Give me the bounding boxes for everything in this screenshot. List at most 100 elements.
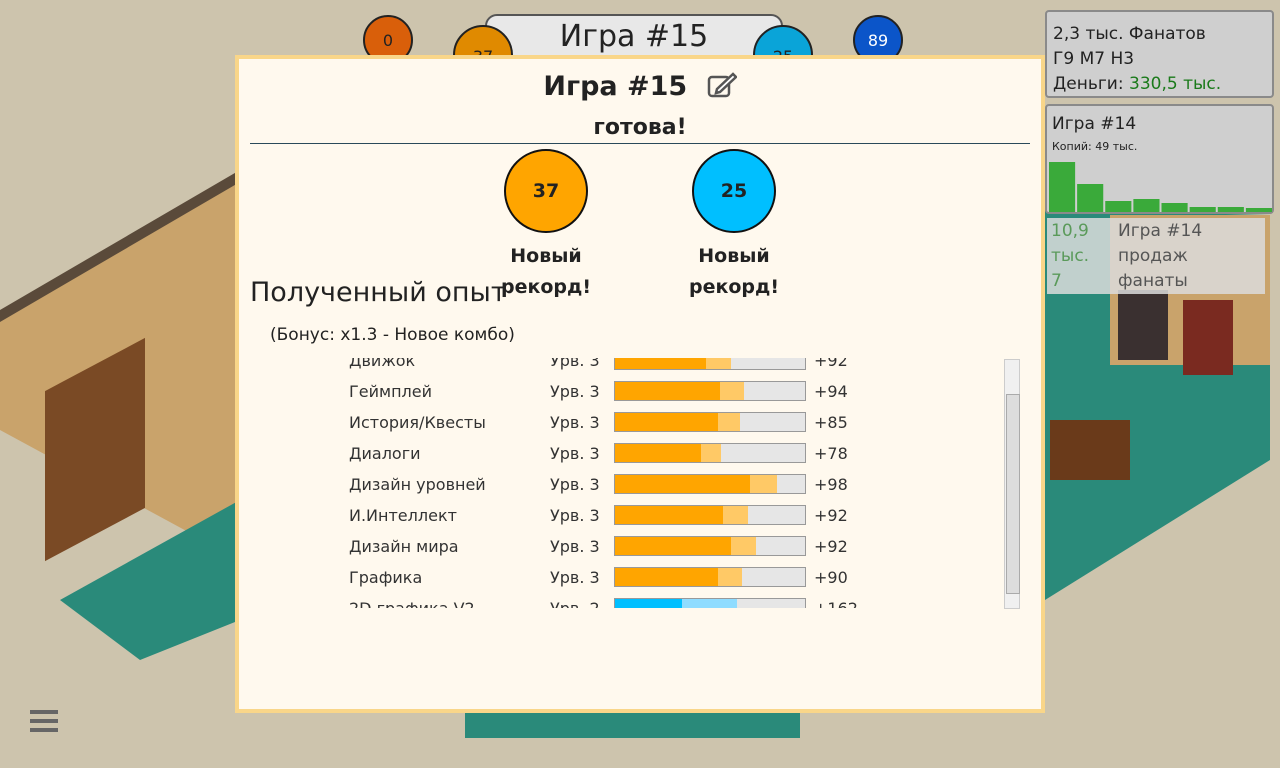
- door: [45, 337, 145, 562]
- floor-bottom: [465, 713, 800, 738]
- progress-bar: [614, 474, 806, 494]
- xp-row: История/Квесты Урв. 3 +85: [339, 408, 999, 439]
- research: Г9 М7 Н3: [1053, 49, 1135, 69]
- level-progress: [615, 413, 718, 431]
- poster: [1118, 290, 1168, 360]
- skill-gain: +78: [814, 444, 848, 463]
- wall-top: [0, 170, 240, 322]
- level-progress: [615, 444, 701, 462]
- record-note: Новый рекорд!: [500, 245, 592, 298]
- progress-bar: [614, 567, 806, 587]
- fans-label: фанаты: [1118, 271, 1188, 291]
- sales-bar: [1105, 201, 1132, 212]
- progress-bar: [614, 358, 806, 370]
- skill-name: Геймплей: [349, 382, 432, 401]
- level-progress: [615, 599, 682, 608]
- progress-bar: [614, 598, 806, 608]
- skill-gain: +94: [814, 382, 848, 401]
- dialog-subtitle: готова!: [593, 115, 687, 140]
- level-progress: [615, 568, 718, 586]
- bonus: (Бонус: x1.3 - Новое комбо): [270, 325, 515, 345]
- skill-name: Дизайн мира: [349, 537, 459, 556]
- skill-gain: +162: [814, 599, 858, 608]
- skill-name: Диалоги: [349, 444, 421, 463]
- skill-name: Движок: [349, 358, 416, 370]
- skill-gain: +92: [814, 506, 848, 525]
- game-title: Игра #15: [543, 71, 688, 102]
- skill-level: Урв. 3: [550, 537, 600, 556]
- last-game-stats: 10,9 тыс. 7 Игра #14 продаж фанаты: [1047, 218, 1265, 294]
- score-circle: 37: [504, 149, 588, 233]
- skill-name: Графика: [349, 568, 423, 587]
- skill-level: Урв. 3: [550, 444, 600, 463]
- xp-row: 2D графика V2 Урв. 2 +162: [339, 594, 999, 608]
- poster: [1183, 300, 1233, 375]
- skill-gain: +92: [814, 537, 848, 556]
- dialog-title: Игра #15: [239, 71, 1041, 102]
- sales-bar: [1217, 207, 1244, 212]
- level-progress: [615, 537, 731, 555]
- xp-row: Движок Урв. 3 +92: [339, 358, 999, 377]
- sales-bar: [1049, 162, 1076, 212]
- skill-name: И.Интеллект: [349, 506, 457, 525]
- scrollbar[interactable]: [1004, 359, 1020, 609]
- xp-title: Полученный опыт: [250, 277, 507, 308]
- fans: 2,3 тыс. Фанатов: [1053, 24, 1206, 44]
- game-banner: Игра #15: [485, 14, 783, 60]
- sales-chart: [1049, 162, 1272, 212]
- table: [1050, 420, 1130, 480]
- xp-row: Дизайн мира Урв. 3 +92: [339, 532, 999, 563]
- score-circle: 25: [692, 149, 776, 233]
- sales-bar: [1133, 199, 1160, 212]
- last-game-panel: Игра #14 Копий: 49 тыс.: [1045, 104, 1274, 214]
- level-progress: [615, 358, 707, 369]
- progress-bar: [614, 505, 806, 525]
- xp-row: И.Интеллект Урв. 3 +92: [339, 501, 999, 532]
- skill-level: Урв. 3: [550, 506, 600, 525]
- money-value: 330,5 тыс.: [1129, 74, 1222, 94]
- xp-row: Дизайн уровней Урв. 3 +98: [339, 470, 999, 501]
- skill-name: Дизайн уровней: [349, 475, 486, 494]
- skill-level: Урв. 3: [550, 358, 600, 370]
- skill-gain: +92: [814, 358, 848, 370]
- fans-value: 7: [1051, 271, 1062, 291]
- progress-bar: [614, 381, 806, 401]
- skill-level: Урв. 3: [550, 568, 600, 587]
- skill-gain: +85: [814, 413, 848, 432]
- skill-level: Урв. 3: [550, 475, 600, 494]
- xp-row: Диалоги Урв. 3 +78: [339, 439, 999, 470]
- level-progress: [615, 382, 720, 400]
- floor: [60, 500, 240, 660]
- skill-gain: +90: [814, 568, 848, 587]
- money-label: Деньги:: [1053, 74, 1129, 94]
- release-dialog: Игра #15 готова! Полученный опыт (Бонус:…: [235, 55, 1045, 713]
- sales-value: 10,9 тыс.: [1051, 221, 1090, 266]
- last-game-title: Игра #14: [1052, 114, 1137, 134]
- skill-gain: +98: [814, 475, 848, 494]
- scroll-thumb[interactable]: [1006, 394, 1020, 594]
- skill-name: История/Квесты: [349, 413, 486, 432]
- status-panel: 2,3 тыс. Фанатов Г9 М7 Н3 Деньги: 330,5 …: [1045, 10, 1274, 98]
- sales-bar: [1189, 207, 1216, 212]
- level-progress: [615, 475, 750, 493]
- sales-label: Игра #14 продаж: [1118, 221, 1203, 266]
- divider: [250, 143, 1030, 144]
- xp-row: Геймплей Урв. 3 +94: [339, 377, 999, 408]
- level-progress: [615, 506, 724, 524]
- xp-row: Графика Урв. 3 +90: [339, 563, 999, 594]
- edit-icon[interactable]: [707, 72, 738, 98]
- money: Деньги: 330,5 тыс.: [1053, 72, 1266, 97]
- sales-bar: [1245, 208, 1272, 212]
- skill-level: Урв. 2: [550, 599, 600, 608]
- xp-list[interactable]: Движок Урв. 3 +92 Геймплей Урв. 3 +94 История/…: [339, 358, 1023, 608]
- last-game-copies: Копий: 49 тыс.: [1052, 140, 1138, 153]
- progress-bar: [614, 412, 806, 432]
- sales-bar: [1077, 184, 1104, 212]
- record-note: Новый рекорд!: [688, 245, 780, 298]
- progress-bar: [614, 443, 806, 463]
- skill-level: Урв. 3: [550, 413, 600, 432]
- menu-button[interactable]: [30, 710, 58, 732]
- sales-bar: [1161, 203, 1188, 212]
